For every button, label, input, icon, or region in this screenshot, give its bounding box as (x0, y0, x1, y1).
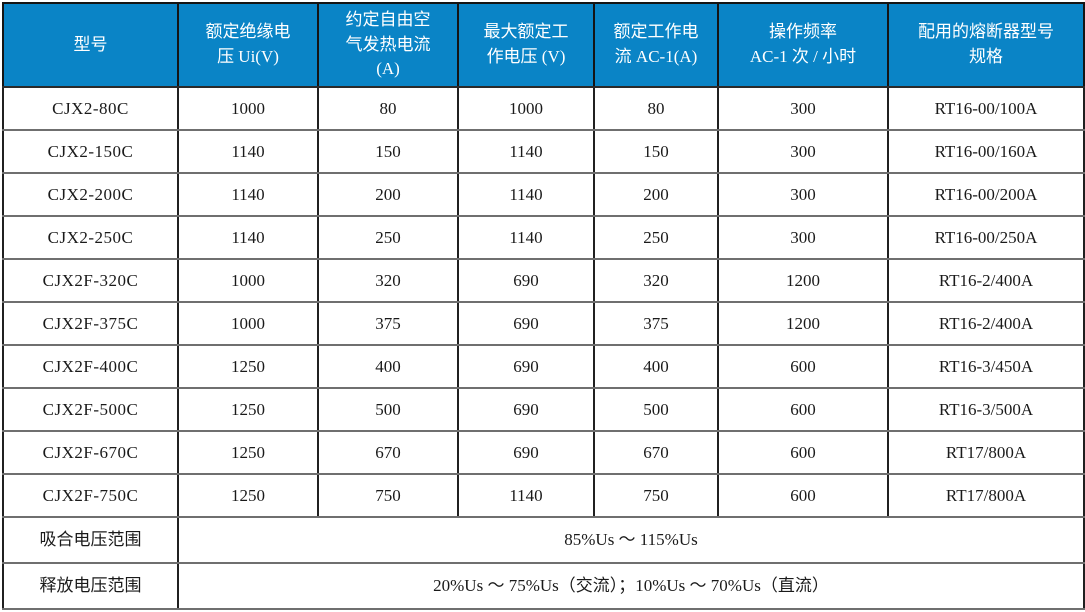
cell-model: CJX2F-375C (2, 301, 179, 346)
cell-insulation-voltage: 1250 (177, 344, 319, 389)
cell-thermal-current: 750 (317, 473, 459, 518)
cell-insulation-voltage: 1140 (177, 129, 319, 174)
cell-fuse: RT16-00/100A (887, 86, 1085, 131)
cell-max-voltage: 1140 (457, 473, 595, 518)
cell-insulation-voltage: 1250 (177, 387, 319, 432)
table-header: 型号 额定绝缘电 压 Ui(V) 约定自由空 气发热电流 (A) 最大额定工 作… (2, 2, 1085, 88)
cell-model: CJX2F-400C (2, 344, 179, 389)
cell-insulation-voltage: 1250 (177, 473, 319, 518)
cell-thermal-current: 400 (317, 344, 459, 389)
cell-thermal-current: 150 (317, 129, 459, 174)
cell-max-voltage: 1000 (457, 86, 595, 131)
table-row: CJX2F-400C 1250 400 690 400 600 RT16-3/4… (2, 344, 1085, 389)
cell-fuse: RT16-2/400A (887, 258, 1085, 303)
cell-thermal-current: 320 (317, 258, 459, 303)
header-cell-fuse-model: 配用的熔断器型号 规格 (887, 2, 1085, 88)
cell-model: CJX2-250C (2, 215, 179, 260)
cell-rated-current: 250 (593, 215, 719, 260)
cell-thermal-current: 500 (317, 387, 459, 432)
cell-rated-current: 200 (593, 172, 719, 217)
cell-model: CJX2-200C (2, 172, 179, 217)
cell-insulation-voltage: 1000 (177, 301, 319, 346)
header-cell-free-air-thermal-current: 约定自由空 气发热电流 (A) (317, 2, 459, 88)
header-cell-max-working-voltage: 最大额定工 作电压 (V) (457, 2, 595, 88)
cell-max-voltage: 690 (457, 301, 595, 346)
cell-fuse: RT16-00/250A (887, 215, 1085, 260)
cell-op-frequency: 1200 (717, 258, 889, 303)
cell-op-frequency: 600 (717, 344, 889, 389)
footer-value-release-voltage: 20%Us ～ 75%Us（交流）；10%Us ～ 70%Us（直流） (177, 562, 1085, 610)
footer-row-release-voltage: 释放电压范围 20%Us ～ 75%Us（交流）；10%Us ～ 70%Us（直… (2, 562, 1085, 610)
cell-rated-current: 320 (593, 258, 719, 303)
cell-insulation-voltage: 1000 (177, 258, 319, 303)
cell-rated-current: 750 (593, 473, 719, 518)
cell-thermal-current: 200 (317, 172, 459, 217)
table-row: CJX2-200C 1140 200 1140 200 300 RT16-00/… (2, 172, 1085, 217)
cell-rated-current: 150 (593, 129, 719, 174)
cell-thermal-current: 80 (317, 86, 459, 131)
cell-fuse: RT16-2/400A (887, 301, 1085, 346)
cell-insulation-voltage: 1140 (177, 215, 319, 260)
table-row: CJX2-150C 1140 150 1140 150 300 RT16-00/… (2, 129, 1085, 174)
table-row: CJX2-250C 1140 250 1140 250 300 RT16-00/… (2, 215, 1085, 260)
table-row: CJX2F-500C 1250 500 690 500 600 RT16-3/5… (2, 387, 1085, 432)
cell-fuse: RT17/800A (887, 473, 1085, 518)
cell-rated-current: 80 (593, 86, 719, 131)
header-cell-rated-current-ac1: 额定工作电 流 AC-1(A) (593, 2, 719, 88)
cell-insulation-voltage: 1000 (177, 86, 319, 131)
cell-fuse: RT16-3/450A (887, 344, 1085, 389)
footer-value-pickup-voltage: 85%Us ～ 115%Us (177, 516, 1085, 564)
table-row: CJX2F-750C 1250 750 1140 750 600 RT17/80… (2, 473, 1085, 518)
cell-model: CJX2F-670C (2, 430, 179, 475)
cell-fuse: RT17/800A (887, 430, 1085, 475)
table-row: CJX2F-670C 1250 670 690 670 600 RT17/800… (2, 430, 1085, 475)
cell-op-frequency: 300 (717, 215, 889, 260)
header-row: 型号 额定绝缘电 压 Ui(V) 约定自由空 气发热电流 (A) 最大额定工 作… (2, 2, 1085, 88)
table-row: CJX2F-320C 1000 320 690 320 1200 RT16-2/… (2, 258, 1085, 303)
footer-label-release-voltage: 释放电压范围 (2, 562, 179, 610)
cell-model: CJX2F-750C (2, 473, 179, 518)
cell-op-frequency: 300 (717, 129, 889, 174)
table-footer: 吸合电压范围 85%Us ～ 115%Us 释放电压范围 20%Us ～ 75%… (2, 516, 1085, 610)
cell-rated-current: 500 (593, 387, 719, 432)
cell-op-frequency: 600 (717, 430, 889, 475)
cell-insulation-voltage: 1140 (177, 172, 319, 217)
cell-thermal-current: 375 (317, 301, 459, 346)
cell-max-voltage: 1140 (457, 215, 595, 260)
header-cell-insulation-voltage: 额定绝缘电 压 Ui(V) (177, 2, 319, 88)
header-cell-model: 型号 (2, 2, 179, 88)
cell-fuse: RT16-00/200A (887, 172, 1085, 217)
cell-max-voltage: 690 (457, 344, 595, 389)
cell-fuse: RT16-00/160A (887, 129, 1085, 174)
cell-rated-current: 400 (593, 344, 719, 389)
cell-thermal-current: 250 (317, 215, 459, 260)
cell-op-frequency: 1200 (717, 301, 889, 346)
table-row: CJX2-80C 1000 80 1000 80 300 RT16-00/100… (2, 86, 1085, 131)
cell-max-voltage: 690 (457, 430, 595, 475)
cell-model: CJX2F-320C (2, 258, 179, 303)
cell-model: CJX2F-500C (2, 387, 179, 432)
cell-model: CJX2-80C (2, 86, 179, 131)
header-cell-operation-frequency: 操作频率 AC-1 次 / 小时 (717, 2, 889, 88)
footer-label-pickup-voltage: 吸合电压范围 (2, 516, 179, 564)
cell-rated-current: 670 (593, 430, 719, 475)
cell-op-frequency: 300 (717, 172, 889, 217)
cell-op-frequency: 600 (717, 473, 889, 518)
cell-max-voltage: 1140 (457, 129, 595, 174)
cell-insulation-voltage: 1250 (177, 430, 319, 475)
cell-max-voltage: 690 (457, 387, 595, 432)
cell-max-voltage: 690 (457, 258, 595, 303)
cell-model: CJX2-150C (2, 129, 179, 174)
cell-rated-current: 375 (593, 301, 719, 346)
table-row: CJX2F-375C 1000 375 690 375 1200 RT16-2/… (2, 301, 1085, 346)
table-body: CJX2-80C 1000 80 1000 80 300 RT16-00/100… (2, 86, 1085, 518)
cell-fuse: RT16-3/500A (887, 387, 1085, 432)
cell-thermal-current: 670 (317, 430, 459, 475)
cell-op-frequency: 300 (717, 86, 889, 131)
cell-op-frequency: 600 (717, 387, 889, 432)
cell-max-voltage: 1140 (457, 172, 595, 217)
footer-row-pickup-voltage: 吸合电压范围 85%Us ～ 115%Us (2, 516, 1085, 564)
